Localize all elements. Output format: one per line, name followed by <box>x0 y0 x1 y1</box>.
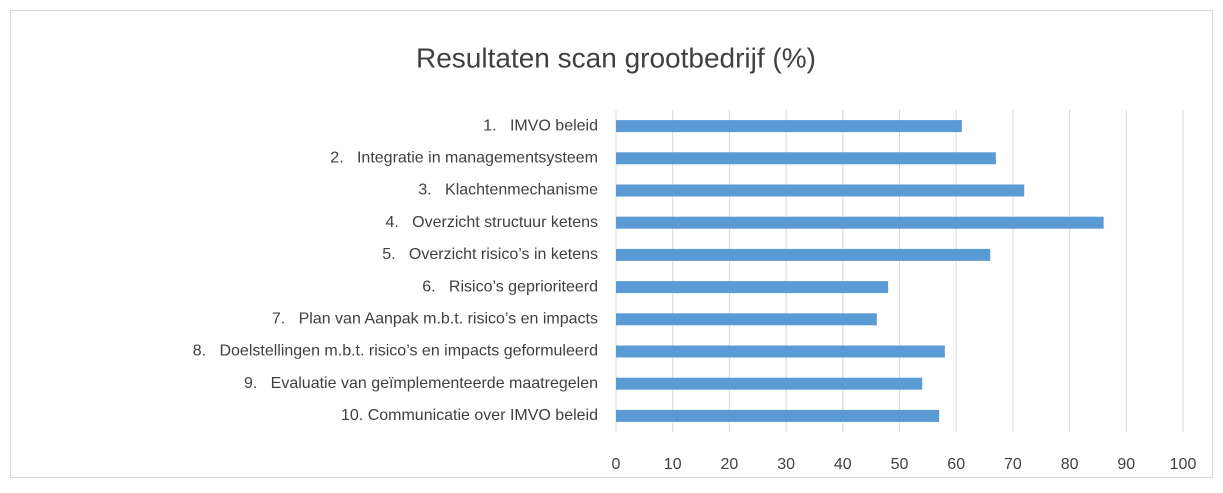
y-tick-label: 6. Risico’s geprioriteerd <box>422 278 598 295</box>
bar <box>616 216 1104 229</box>
y-tick-label: 2. Integratie in managementsysteem <box>330 150 598 167</box>
bar <box>616 184 1025 197</box>
bar <box>616 313 877 326</box>
x-tick-label: 40 <box>834 456 852 473</box>
y-tick-label: 8. Doelstellingen m.b.t. risico’s en imp… <box>193 343 598 360</box>
chart-border <box>10 10 1213 478</box>
bar <box>616 409 940 422</box>
x-tick-label: 90 <box>1117 456 1135 473</box>
y-tick-label: 5. Overzicht risico’s in ketens <box>382 246 598 263</box>
bar <box>616 377 923 390</box>
y-tick-label: 1. IMVO beleid <box>483 117 598 134</box>
bar <box>616 120 962 133</box>
y-tick-label: 9. Evaluatie van geïmplementeerde maatre… <box>244 375 598 392</box>
x-tick-label: 10 <box>664 456 682 473</box>
x-tick-label: 50 <box>891 456 909 473</box>
bar <box>616 345 945 358</box>
bar <box>616 248 991 261</box>
x-tick-label: 100 <box>1170 456 1197 473</box>
y-tick-label: 4. Overzicht structuur ketens <box>385 214 598 231</box>
x-tick-label: 70 <box>1004 456 1022 473</box>
x-tick-label: 80 <box>1061 456 1079 473</box>
x-tick-label: 30 <box>777 456 795 473</box>
y-tick-label: 7. Plan van Aanpak m.b.t. risico’s en im… <box>272 311 598 328</box>
chart-title: Resultaten scan grootbedrijf (%) <box>416 42 816 73</box>
y-tick-label: 10. Communicatie over IMVO beleid <box>341 407 598 424</box>
x-tick-label: 0 <box>612 456 621 473</box>
y-tick-label: 3. Klachtenmechanisme <box>418 182 598 199</box>
x-tick-label: 60 <box>947 456 965 473</box>
bar <box>616 152 996 165</box>
bar <box>616 281 889 294</box>
x-tick-label: 20 <box>721 456 739 473</box>
